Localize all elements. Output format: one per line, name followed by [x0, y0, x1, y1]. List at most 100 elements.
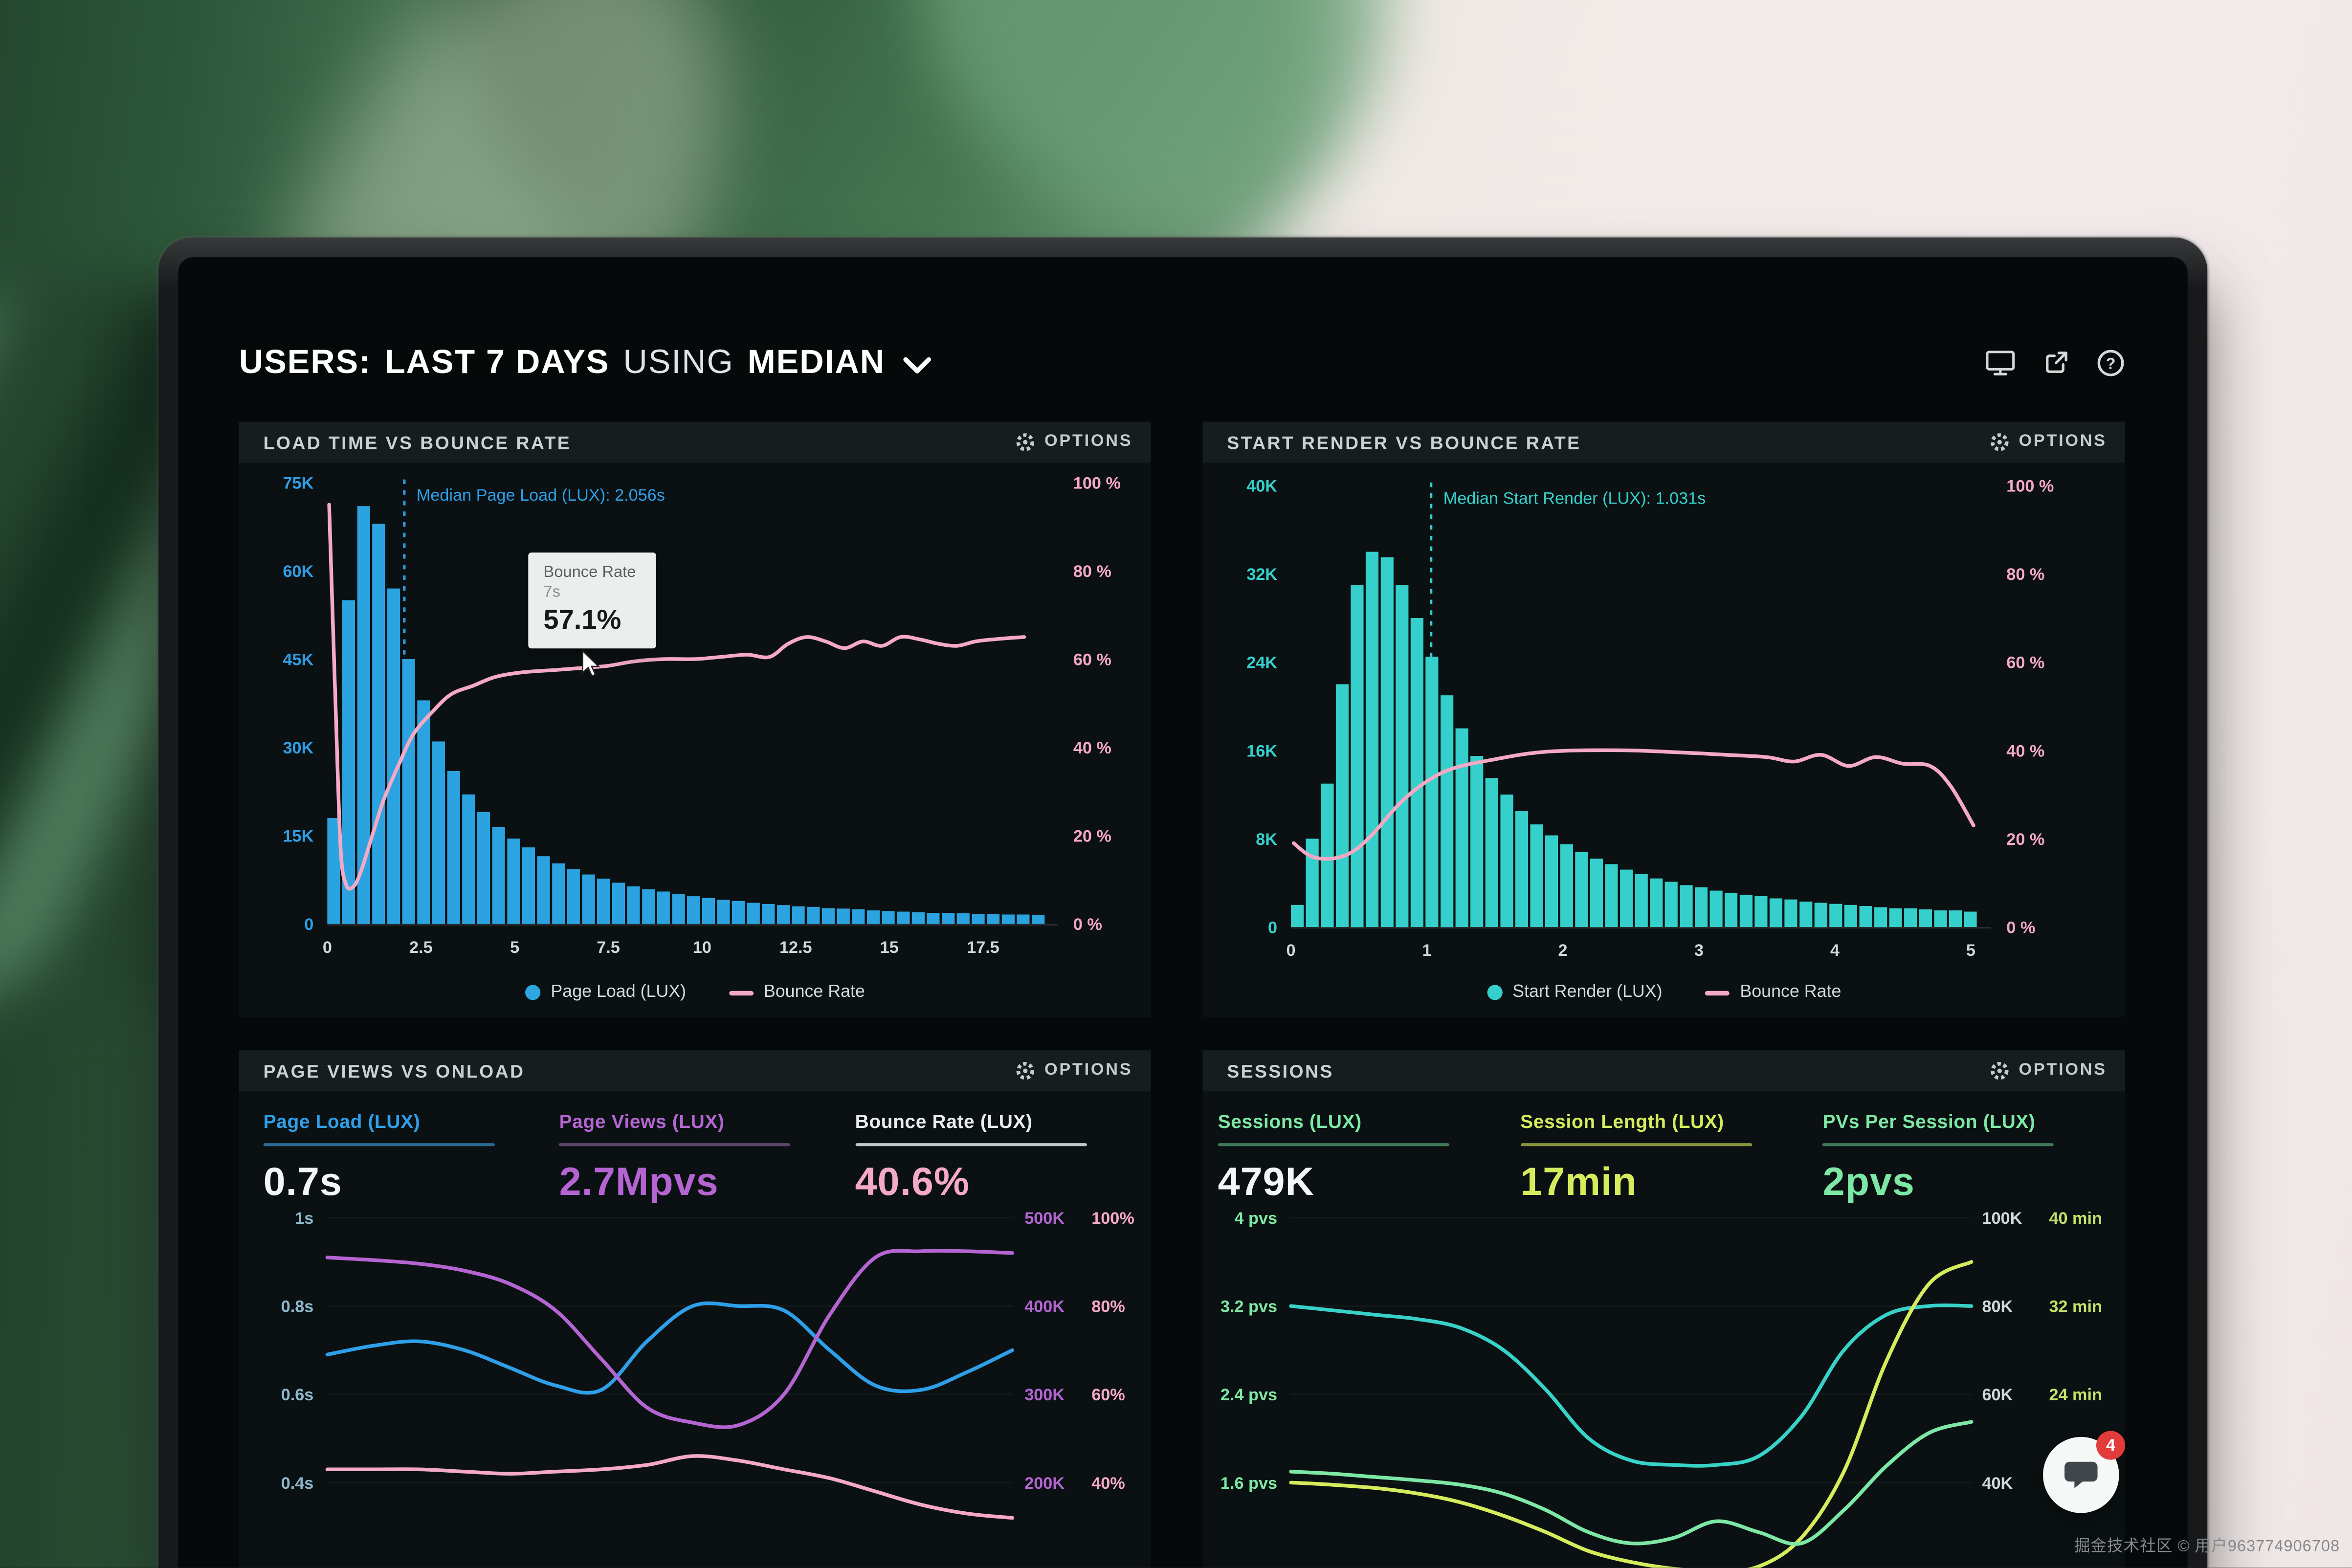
svg-text:3: 3	[1694, 941, 1704, 960]
svg-text:7.5: 7.5	[597, 938, 620, 957]
metric-rule	[1822, 1143, 2054, 1147]
sessions-chart[interactable]: 4 pvs 3.2 pvs 2.4 pvs 1.6 pvs 100K 80K 60K 40K 4…	[1202, 1202, 2125, 1568]
svg-text:5: 5	[510, 938, 519, 957]
legend-dot-marker	[1487, 985, 1502, 1000]
metrics-row: Page Load (LUX) 0.7s Page Views (LUX) 2.…	[239, 1093, 1151, 1205]
metric-bounce-rate: Bounce Rate (LUX) 40.6%	[855, 1111, 1151, 1206]
svg-text:0: 0	[304, 915, 313, 934]
svg-text:100 %: 100 %	[1073, 474, 1121, 492]
svg-text:80 %: 80 %	[2006, 565, 2044, 584]
svg-text:200K: 200K	[1024, 1474, 1065, 1493]
dashboard-screen: USERS: LAST 7 DAYS USING MEDIAN ?	[178, 257, 2188, 1568]
panel-start-render: START RENDER VS BOUNCE RATE OPTIONS 40K 3…	[1202, 421, 2126, 1017]
page-views-chart[interactable]: 1s 0.8s 0.6s 0.4s 500K 400K 300K 200K 100% 80% 60%…	[239, 1202, 1151, 1568]
options-button[interactable]: OPTIONS	[1990, 432, 2107, 452]
panel-title-bar: START RENDER VS BOUNCE RATE OPTIONS	[1202, 421, 2126, 463]
legend-item: Start Render (LUX)	[1487, 983, 1663, 1002]
svg-text:15: 15	[880, 938, 899, 957]
display-icon[interactable]	[1985, 348, 2016, 376]
legend-line-marker	[1705, 990, 1730, 995]
help-icon[interactable]: ?	[2096, 348, 2125, 376]
svg-text:400K: 400K	[1024, 1298, 1065, 1316]
panel-page-views: PAGE VIEWS VS ONLOAD OPTIONS Page Load (…	[239, 1050, 1151, 1568]
svg-text:40%: 40%	[1091, 1474, 1125, 1493]
options-button[interactable]: OPTIONS	[1990, 1061, 2107, 1081]
svg-text:100 %: 100 %	[2006, 477, 2054, 496]
svg-text:40 %: 40 %	[1073, 739, 1111, 757]
chart-legend: Page Load (LUX) Bounce Rate	[239, 983, 1151, 1002]
svg-text:16K: 16K	[1246, 742, 1277, 760]
title-aggregation: MEDIAN	[747, 342, 886, 381]
panel-title-bar: PAGE VIEWS VS ONLOAD OPTIONS	[239, 1050, 1151, 1092]
svg-text:3.2 pvs: 3.2 pvs	[1220, 1298, 1277, 1316]
svg-text:40 %: 40 %	[2006, 742, 2044, 760]
metric-page-load: Page Load (LUX) 0.7s	[263, 1111, 559, 1206]
share-icon[interactable]	[2041, 348, 2070, 376]
gear-icon	[1991, 1061, 2009, 1080]
svg-text:2.4 pvs: 2.4 pvs	[1220, 1386, 1277, 1404]
title-users: USERS:	[239, 342, 371, 381]
metric-pvs-per-session: PVs Per Session (LUX) 2pvs	[1822, 1111, 2125, 1206]
metrics-row: Sessions (LUX) 479K Session Length (LUX)…	[1202, 1093, 2125, 1205]
svg-text:60 %: 60 %	[2006, 654, 2044, 672]
svg-text:20 %: 20 %	[1073, 827, 1111, 846]
tooltip-title: Bounce Rate	[543, 563, 636, 582]
svg-text:300K: 300K	[1024, 1386, 1065, 1404]
svg-text:500K: 500K	[1024, 1209, 1065, 1228]
svg-text:100%: 100%	[1091, 1209, 1134, 1228]
options-button[interactable]: OPTIONS	[1016, 432, 1132, 452]
svg-text:0: 0	[1287, 941, 1296, 960]
metric-rule	[855, 1143, 1087, 1147]
metric-rule	[1218, 1143, 1449, 1147]
legend-item: Page Load (LUX)	[525, 983, 686, 1002]
svg-text:75K: 75K	[283, 474, 314, 492]
svg-text:80 %: 80 %	[1073, 562, 1111, 581]
gear-icon	[1016, 433, 1035, 451]
svg-text:45K: 45K	[283, 650, 314, 669]
legend-item: Bounce Rate	[1705, 983, 1841, 1002]
svg-text:30K: 30K	[283, 739, 314, 757]
chat-unread-badge: 4	[2096, 1431, 2126, 1460]
svg-text:32K: 32K	[1246, 565, 1277, 584]
svg-text:80K: 80K	[1982, 1298, 2013, 1316]
svg-text:60K: 60K	[283, 562, 314, 581]
svg-text:0 %: 0 %	[1073, 915, 1102, 934]
load-time-chart[interactable]: 75K 60K 45K 30K 15K 0 100 % 80 % 60 % 40 % 20 % 0 %…	[239, 464, 1151, 970]
svg-text:0: 0	[323, 938, 332, 957]
svg-text:?: ?	[2106, 354, 2116, 372]
svg-text:80%: 80%	[1091, 1298, 1125, 1316]
svg-text:5: 5	[1966, 941, 1975, 960]
metric-session-length: Session Length (LUX) 17min	[1520, 1111, 1823, 1206]
svg-text:0 %: 0 %	[2006, 918, 2035, 937]
svg-text:0: 0	[1268, 918, 1277, 937]
title-range: LAST 7 DAYS	[384, 342, 610, 381]
legend-item: Bounce Rate	[729, 983, 865, 1002]
chevron-down-icon[interactable]	[903, 355, 932, 374]
svg-text:4: 4	[1830, 941, 1840, 960]
chart-legend: Start Render (LUX) Bounce Rate	[1202, 983, 2125, 1002]
panel-sessions: SESSIONS OPTIONS Sessions (LUX) 479K Ses…	[1202, 1050, 2126, 1568]
options-button[interactable]: OPTIONS	[1016, 1061, 1132, 1081]
legend-line-marker	[729, 990, 754, 995]
gear-icon	[1991, 433, 2009, 451]
chat-launcher-button[interactable]: 4	[2043, 1431, 2126, 1513]
metric-rule	[263, 1143, 495, 1147]
svg-text:4 pvs: 4 pvs	[1234, 1209, 1277, 1228]
svg-text:0.4s: 0.4s	[281, 1474, 314, 1493]
panel-title: START RENDER VS BOUNCE RATE	[1227, 431, 1581, 453]
tooltip-subtitle: 7s	[543, 583, 560, 601]
panel-title-bar: SESSIONS OPTIONS	[1202, 1050, 2126, 1092]
svg-text:40K: 40K	[1246, 477, 1277, 496]
svg-text:32 min: 32 min	[2049, 1298, 2102, 1316]
chat-bubble-icon	[2064, 1461, 2098, 1488]
svg-text:8K: 8K	[1256, 830, 1277, 849]
start-render-chart[interactable]: 40K 32K 24K 16K 8K 0 100 % 80 % 60 % 40 % 20 % 0 % 0…	[1202, 464, 2125, 970]
watermark: 掘金技术社区 © 用户963774906708	[2074, 1537, 2340, 1556]
metric-rule	[559, 1143, 791, 1147]
svg-text:15K: 15K	[283, 827, 314, 846]
tooltip-value: 57.1%	[543, 604, 621, 635]
chart-tooltip: Bounce Rate 7s 57.1%	[528, 552, 656, 649]
dashboard-header: USERS: LAST 7 DAYS USING MEDIAN ?	[239, 331, 2125, 395]
